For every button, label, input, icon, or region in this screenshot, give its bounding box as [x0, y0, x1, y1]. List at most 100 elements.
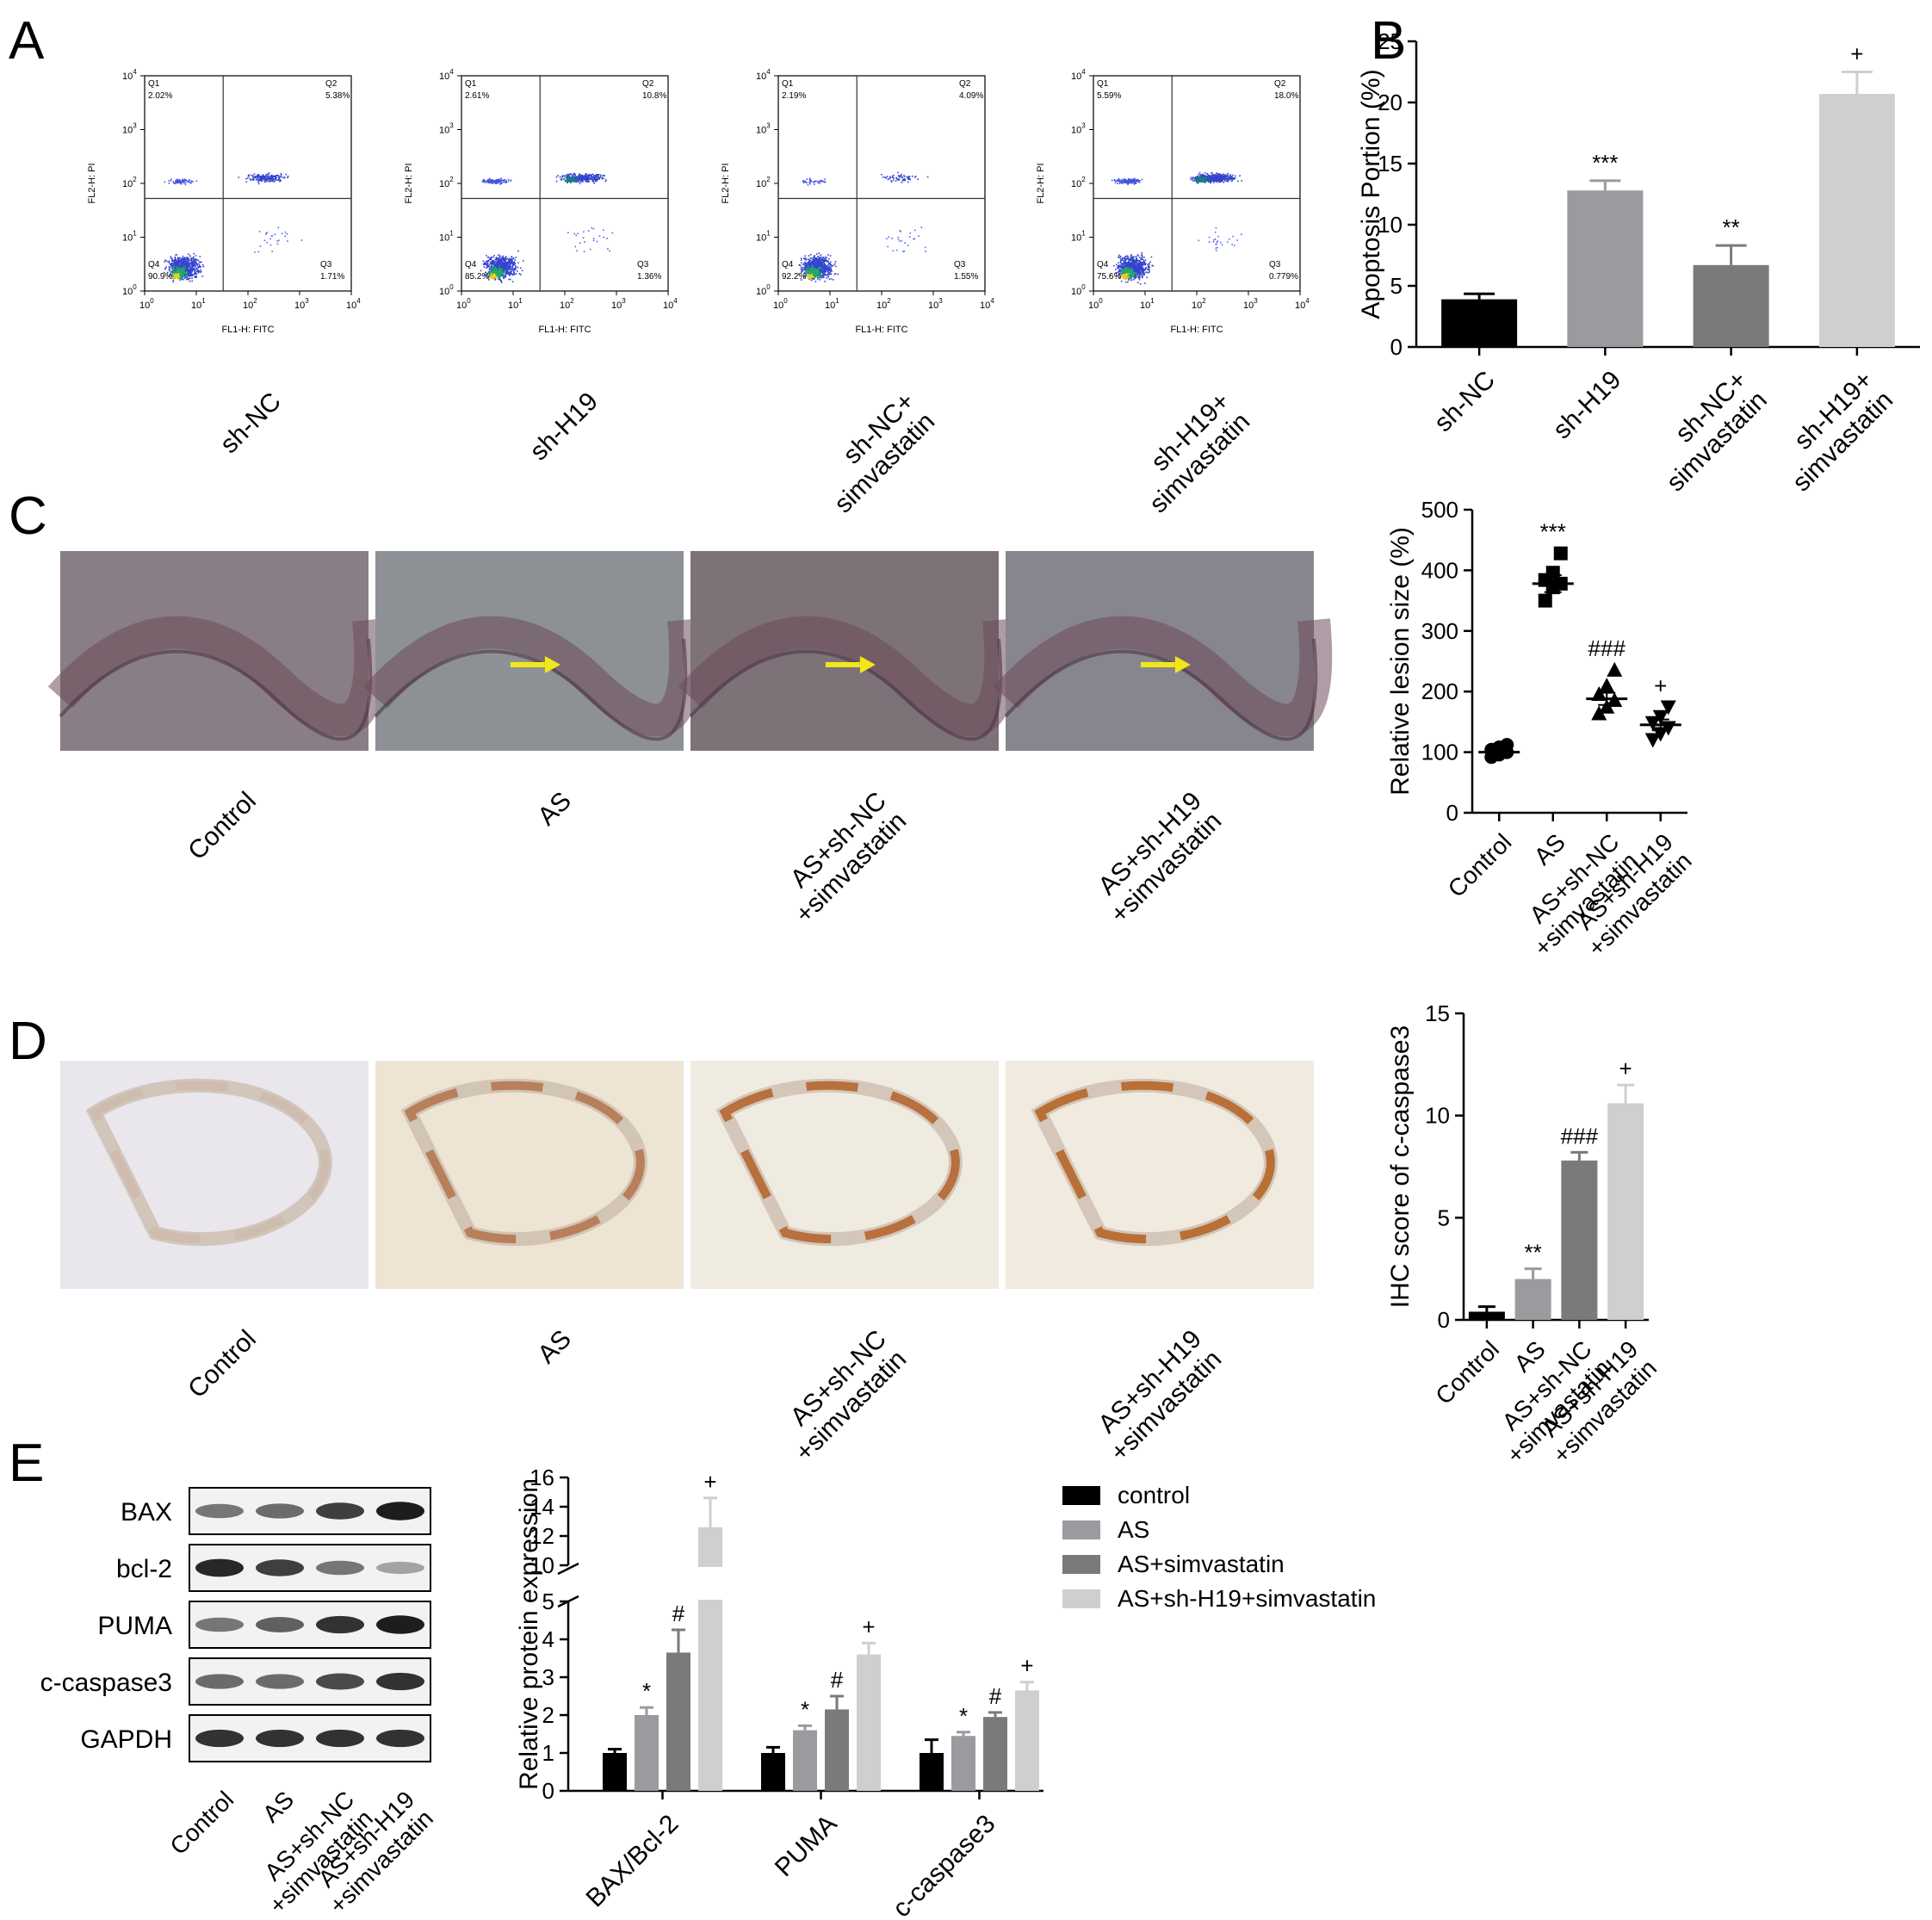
flow-event — [594, 178, 596, 181]
flow-event — [907, 178, 909, 180]
flow-event — [489, 181, 492, 183]
flow-event — [813, 266, 814, 269]
flow-plot: 100100101101102102103103104104Q12.19%Q24… — [721, 68, 994, 518]
flow-event — [812, 263, 814, 266]
flow-event — [286, 233, 288, 235]
flow-event — [815, 257, 817, 260]
flow-event — [817, 260, 819, 263]
flow-event — [799, 264, 801, 266]
flow-event — [1141, 254, 1142, 256]
flow-event — [1118, 254, 1120, 257]
flow-event — [485, 275, 486, 276]
flow-x-tick-exp: 2 — [1202, 297, 1206, 305]
flow-event — [818, 261, 820, 263]
flow-event — [513, 263, 516, 266]
flow-event — [1130, 269, 1133, 271]
flow-event — [814, 265, 817, 267]
flow-event — [164, 271, 165, 274]
flow-event — [803, 182, 805, 183]
flow-event — [488, 279, 490, 281]
flow-event — [184, 179, 186, 181]
flow-event — [903, 175, 905, 177]
flow-event — [195, 255, 197, 257]
flow-event — [1113, 264, 1115, 267]
flow-sample-label: sh-NC — [215, 387, 287, 459]
flow-event — [817, 182, 819, 184]
flow-event — [897, 178, 900, 181]
flow-event — [257, 174, 259, 176]
flow-event — [253, 173, 256, 175]
flow-event — [809, 269, 812, 271]
flow-event — [587, 178, 590, 180]
flow-event — [816, 274, 818, 276]
flow-event — [573, 172, 576, 175]
flow-event — [504, 179, 506, 181]
flow-event — [180, 183, 183, 185]
flow-event — [821, 257, 823, 260]
flow-event — [185, 273, 188, 276]
flow-event — [826, 266, 827, 269]
flow-event — [887, 245, 889, 248]
flow-event — [809, 264, 811, 266]
flow-event — [1120, 270, 1122, 272]
flow-event — [902, 251, 904, 252]
flow-event — [504, 269, 505, 271]
flow-event — [884, 177, 886, 178]
flow-event — [577, 232, 579, 235]
flow-event — [609, 250, 610, 252]
flow-event — [811, 276, 814, 278]
flow-event — [182, 273, 183, 275]
flow-event — [489, 263, 491, 265]
flow-event — [573, 173, 575, 176]
flow-event — [1124, 276, 1127, 279]
flow-y-tick-label: 103 — [122, 122, 137, 136]
flow-event — [511, 256, 513, 257]
flow-event — [264, 181, 267, 183]
flow-event — [573, 178, 575, 180]
flow-y-tick-exp: 3 — [1081, 122, 1086, 130]
flow-event — [808, 276, 810, 277]
flow-event — [585, 176, 587, 178]
flow-event — [592, 181, 595, 183]
flow-event — [601, 177, 604, 179]
flow-event — [1147, 266, 1149, 269]
flow-event — [180, 261, 183, 263]
flow-event — [171, 264, 173, 267]
flow-event — [1132, 259, 1134, 262]
flow-event — [814, 257, 815, 258]
flow-event — [182, 263, 183, 266]
flow-event — [501, 262, 503, 264]
flow-event — [278, 239, 280, 241]
flow-event — [1122, 266, 1124, 268]
flow-event — [1133, 183, 1136, 185]
flow-event — [181, 276, 183, 278]
flow-event — [1120, 259, 1123, 262]
flow-event — [918, 235, 920, 237]
flow-event — [499, 263, 501, 265]
flow-event — [172, 267, 175, 269]
flow-event — [813, 276, 814, 278]
flow-event — [199, 261, 201, 263]
flow-event — [1133, 258, 1135, 261]
flow-event — [195, 258, 198, 261]
flow-event — [812, 277, 814, 279]
flow-event — [813, 275, 814, 277]
flow-event — [258, 179, 260, 182]
flow-event — [497, 259, 499, 262]
flow-event — [265, 175, 267, 177]
flow-event — [1140, 273, 1142, 276]
flow-event — [494, 268, 497, 270]
flow-event — [581, 177, 583, 179]
flow-event — [490, 261, 492, 263]
flow-event — [483, 266, 486, 268]
flow-event — [1136, 257, 1138, 260]
flow-event — [509, 272, 511, 274]
flow-event — [279, 180, 281, 183]
flow-event — [897, 171, 899, 174]
flow-cytometry-plots: 100100101101102102103103104104Q12.02%Q25… — [87, 68, 1310, 518]
flow-event — [186, 257, 188, 258]
flow-event — [1115, 272, 1117, 274]
flow-event — [1125, 274, 1127, 276]
flow-event — [802, 269, 804, 272]
flow-event — [881, 174, 882, 176]
